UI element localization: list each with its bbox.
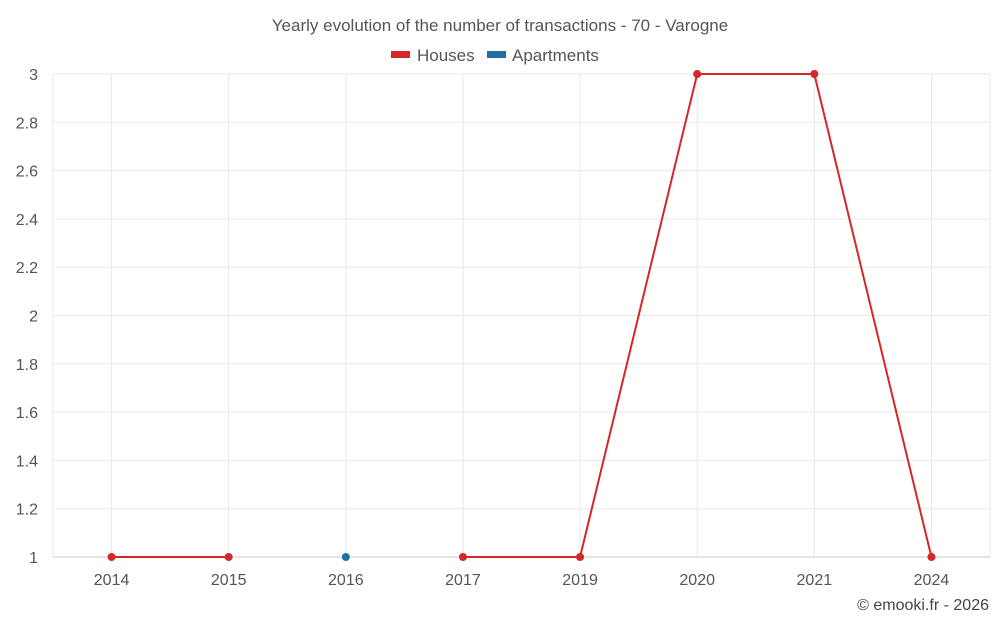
series: [107, 70, 936, 561]
credit-text: © emooki.fr - 2026: [857, 597, 989, 614]
series-houses: [107, 70, 936, 561]
legend-label-apartments[interactable]: Apartments: [512, 46, 599, 65]
data-point-houses[interactable]: [927, 553, 936, 561]
y-tick-label: 2.4: [16, 212, 38, 229]
legend-swatch-apartments[interactable]: [487, 51, 506, 58]
series-apartments: [341, 553, 350, 561]
data-point-apartments[interactable]: [341, 553, 350, 561]
x-tick-label: 2014: [94, 572, 130, 589]
x-tick-label: 2015: [211, 572, 247, 589]
data-point-houses[interactable]: [576, 553, 585, 561]
data-point-houses[interactable]: [224, 553, 233, 561]
legend-label-houses[interactable]: Houses: [417, 46, 475, 65]
x-tick-label: 2020: [679, 572, 715, 589]
data-point-houses[interactable]: [693, 70, 702, 78]
data-point-houses[interactable]: [810, 70, 819, 78]
x-tick-label: 2016: [328, 572, 364, 589]
axes: 1 1.2 1.4 1.6 1.8 2 2.2 2.4 2.6 2.8 3 2014 2015 2016 2…: [16, 67, 990, 589]
data-point-houses[interactable]: [458, 553, 467, 561]
legend: Houses Apartments: [391, 46, 599, 65]
x-tick-label: 2021: [797, 572, 833, 589]
y-tick-label: 1.6: [16, 405, 38, 422]
y-tick-label: 1.4: [16, 453, 38, 470]
y-tick-label: 2.6: [16, 164, 38, 181]
y-tick-label: 2.2: [16, 260, 38, 277]
grid: [52, 73, 991, 557]
y-tick-label: 2.8: [16, 115, 38, 132]
chart-title: Yearly evolution of the number of transa…: [272, 16, 728, 35]
y-tick-label: 1.2: [16, 502, 38, 519]
y-tick-label: 1: [29, 550, 38, 567]
x-tick-label: 2019: [562, 572, 598, 589]
data-point-houses[interactable]: [107, 553, 116, 561]
x-tick-label: 2017: [445, 572, 481, 589]
y-tick-label: 1.8: [16, 357, 38, 374]
y-tick-label: 3: [29, 67, 38, 84]
x-tick-label: 2024: [914, 572, 950, 589]
y-tick-label: 2: [29, 309, 38, 326]
legend-swatch-houses[interactable]: [391, 51, 410, 58]
